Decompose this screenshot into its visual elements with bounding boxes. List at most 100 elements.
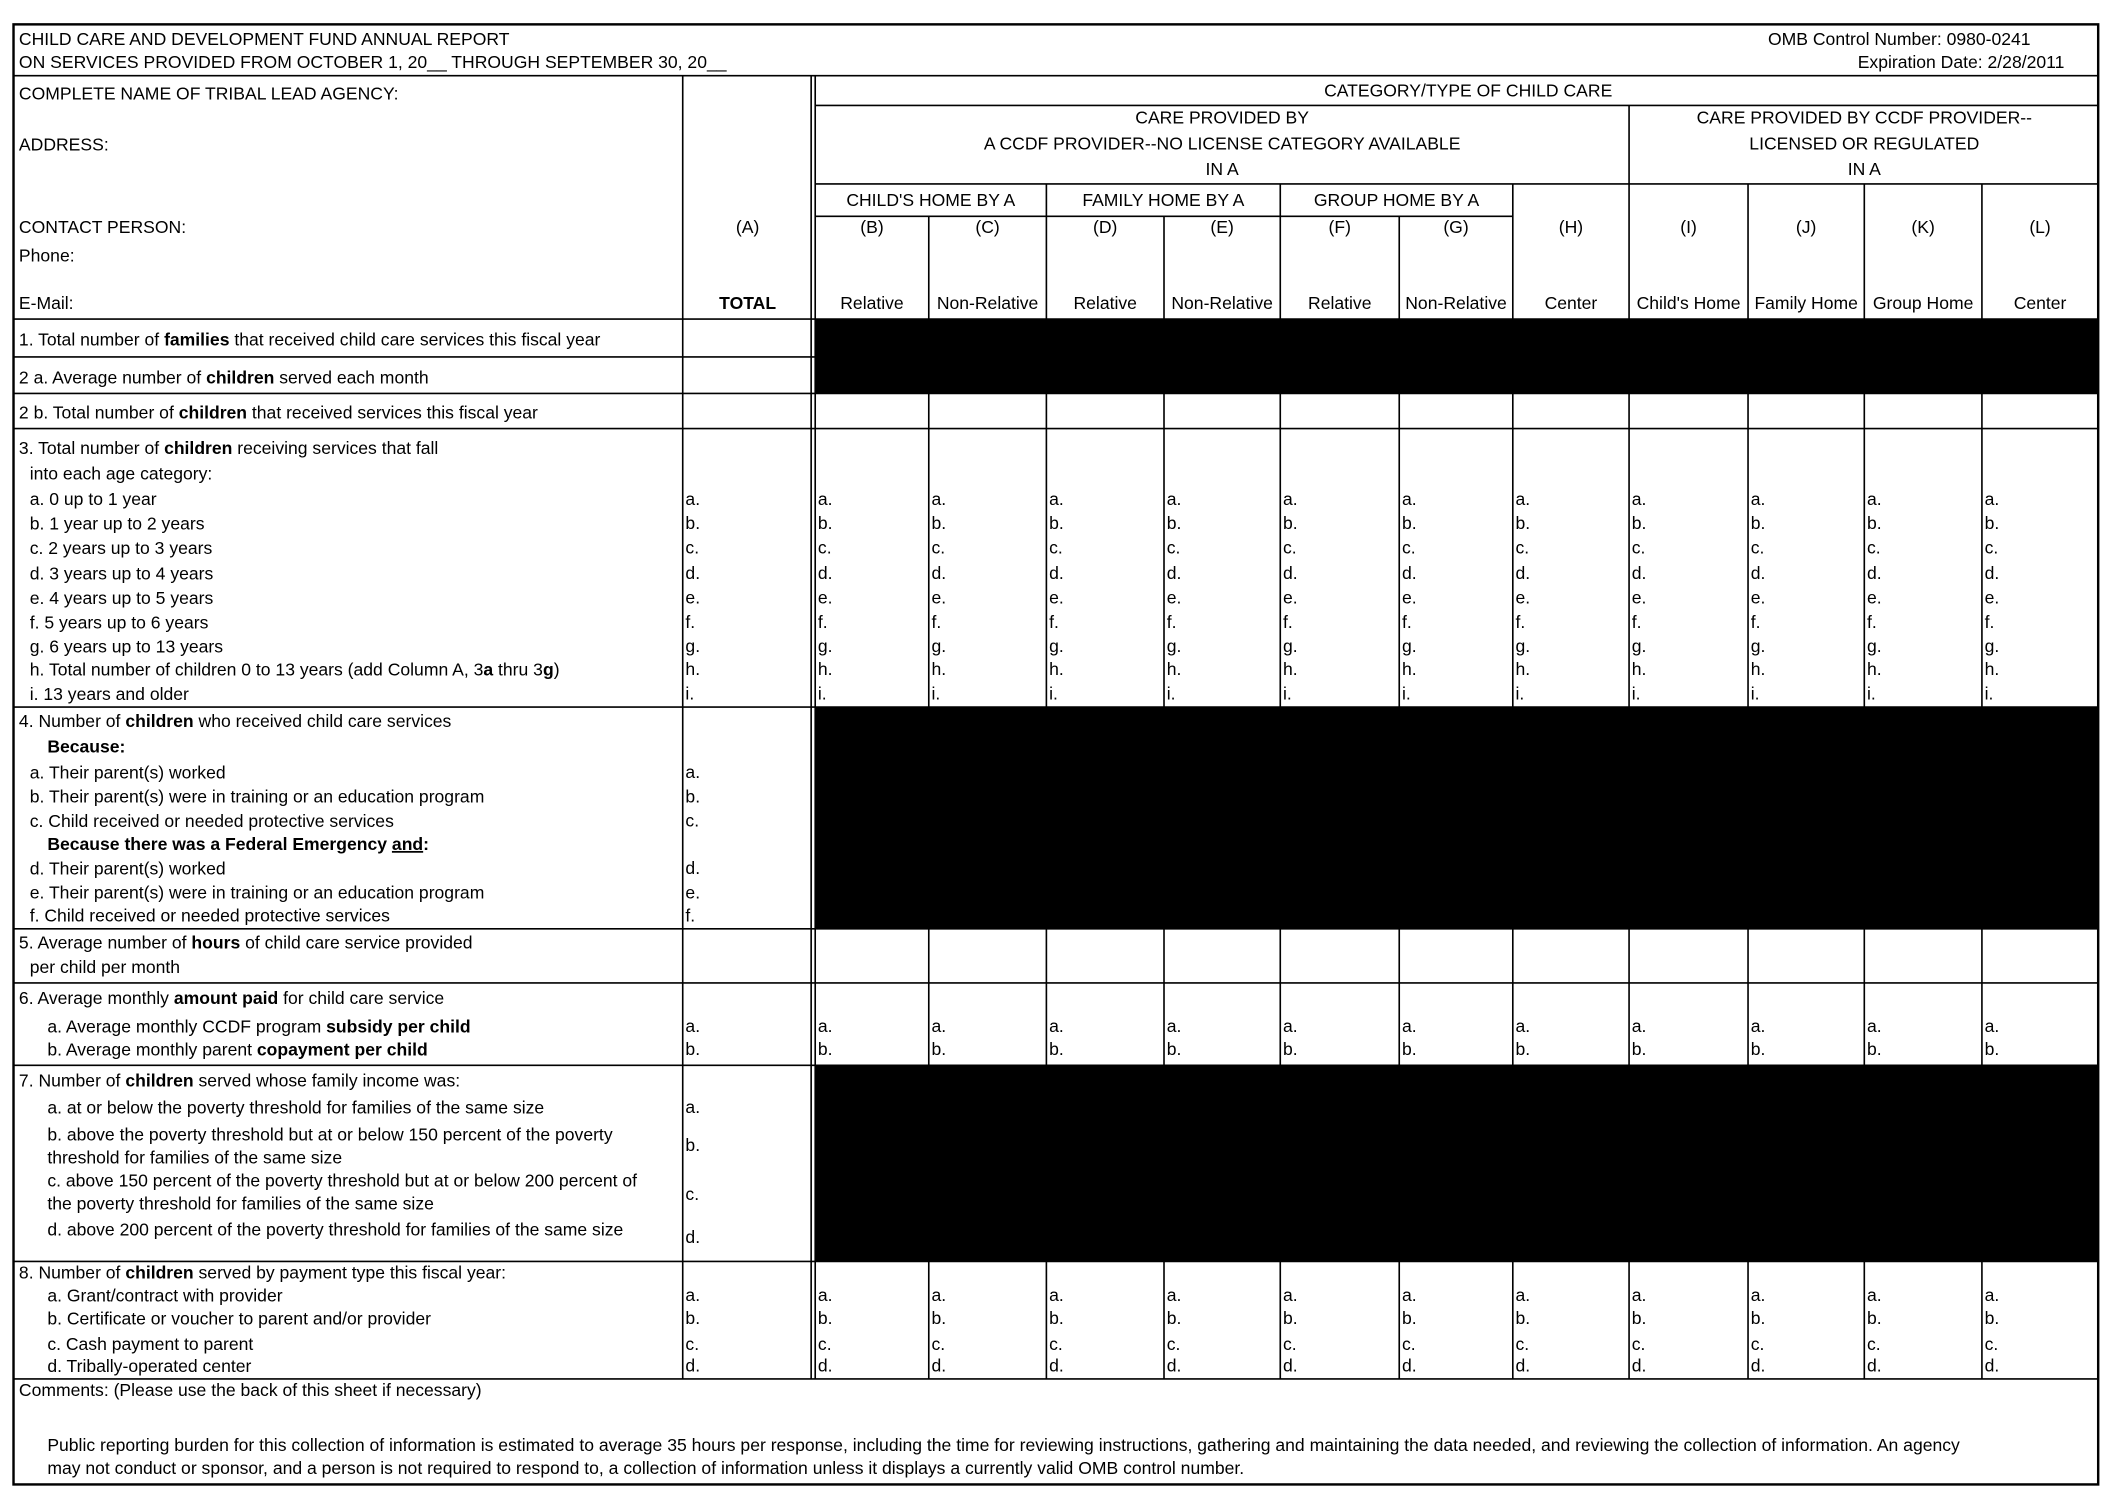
row-label: f. Child received or needed protective s…	[30, 905, 390, 925]
item-letter: c.	[1985, 538, 1999, 558]
item-letter: a.	[1402, 1285, 1417, 1305]
item-letter: c.	[1632, 1334, 1646, 1354]
item-letter: a.	[931, 1016, 946, 1036]
item-letter: f.	[685, 905, 695, 925]
label-text: f. Child received or needed protective s…	[30, 905, 390, 925]
row-label: a. at or below the poverty threshold for…	[47, 1097, 544, 1117]
shaded-block	[815, 319, 2099, 357]
label-text: amount paid	[174, 988, 278, 1008]
label-text: 8. Number of	[19, 1262, 125, 1282]
label-text: 2 a. Average number of	[19, 367, 206, 387]
item-letter: d.	[1049, 563, 1064, 583]
item-letter: b.	[1049, 1039, 1064, 1059]
column-code: (J)	[1796, 217, 1816, 237]
column-label: Relative	[1308, 293, 1371, 313]
item-letter: c.	[1049, 1334, 1063, 1354]
item-letter: b.	[685, 1308, 700, 1328]
label-text: children	[125, 1262, 193, 1282]
item-letter: g.	[1283, 636, 1298, 656]
item-letter: d.	[685, 563, 700, 583]
item-letter: c.	[685, 1334, 699, 1354]
item-letter: c.	[1283, 538, 1297, 558]
item-letter: a.	[818, 1016, 833, 1036]
row-label: 5. Average number of hours of child care…	[19, 932, 473, 952]
item-letter: b.	[1049, 513, 1064, 533]
item-letter: h.	[1167, 659, 1182, 679]
item-letter: d.	[1985, 1355, 2000, 1375]
item-letter: a.	[1283, 489, 1298, 509]
item-letter: h.	[1402, 659, 1417, 679]
label-text: f. 5 years up to 6 years	[30, 612, 209, 632]
row-label: Because:	[47, 736, 125, 756]
item-letter: a.	[685, 1097, 700, 1117]
subgroup-header: CHILD'S HOME BY A	[846, 190, 1015, 210]
item-letter: b.	[818, 1308, 833, 1328]
item-letter: a.	[1167, 1285, 1182, 1305]
column-code: (A)	[736, 217, 759, 237]
label-text: i. 13 years and older	[30, 684, 189, 704]
item-letter: a.	[1049, 489, 1064, 509]
label-text: children	[125, 711, 193, 731]
group-header: CARE PROVIDED BY CCDF PROVIDER--	[1697, 108, 2033, 128]
shaded-block	[815, 356, 2099, 394]
row-label: a. Grant/contract with provider	[47, 1285, 282, 1305]
item-letter: b.	[1751, 1039, 1766, 1059]
column-label: Center	[2014, 293, 2067, 313]
label-text: children	[164, 438, 232, 458]
column-code: (L)	[2029, 217, 2050, 237]
label-text: :	[423, 834, 429, 854]
column-label: Center	[1545, 293, 1598, 313]
column-code: (B)	[860, 217, 883, 237]
item-letter: f.	[1516, 612, 1526, 632]
label-text: that received child care services this f…	[229, 329, 600, 349]
item-letter: h.	[1516, 659, 1531, 679]
label-text: 2 b. Total number of	[19, 402, 179, 422]
row-label: e. Their parent(s) were in training or a…	[30, 882, 485, 902]
column-code: (F)	[1329, 217, 1351, 237]
agency-field: COMPLETE NAME OF TRIBAL LEAD AGENCY:	[19, 83, 399, 103]
label-text: thru 3	[493, 659, 543, 679]
row-label: c. Child received or needed protective s…	[30, 811, 394, 831]
row-label: 4. Number of children who received child…	[19, 711, 452, 731]
column-label: Relative	[840, 293, 903, 313]
item-letter: b.	[931, 1308, 946, 1328]
row-label: d. above 200 percent of the poverty thre…	[47, 1219, 623, 1239]
item-letter: c.	[1049, 538, 1063, 558]
subgroup-header: FAMILY HOME BY A	[1082, 190, 1244, 210]
item-letter: e.	[685, 882, 700, 902]
item-letter: d.	[1985, 563, 2000, 583]
item-letter: b.	[1632, 513, 1647, 533]
row-label: g. 6 years up to 13 years	[30, 636, 224, 656]
item-letter: c.	[1751, 1334, 1765, 1354]
item-letter: a.	[1632, 1285, 1647, 1305]
item-letter: c.	[1632, 538, 1646, 558]
label-text: a. at or below the poverty threshold for…	[47, 1097, 544, 1117]
item-letter: b.	[931, 1039, 946, 1059]
item-letter: a.	[685, 489, 700, 509]
burden-statement: Public reporting burden for this collect…	[47, 1435, 1960, 1455]
column-label: Family Home	[1754, 293, 1857, 313]
item-letter: c.	[1516, 1334, 1530, 1354]
item-letter: a.	[685, 762, 700, 782]
item-letter: h.	[1985, 659, 2000, 679]
label-text: 1. Total number of	[19, 329, 164, 349]
label-text: 4. Number of	[19, 711, 125, 731]
item-letter: a.	[1402, 1016, 1417, 1036]
item-letter: b.	[1283, 513, 1298, 533]
item-letter: a.	[1283, 1285, 1298, 1305]
row-label: b. above the poverty threshold but at or…	[47, 1124, 613, 1144]
label-text: hours	[191, 932, 240, 952]
label-text: 3. Total number of	[19, 438, 164, 458]
item-letter: i.	[1516, 684, 1525, 704]
item-letter: a.	[1985, 489, 2000, 509]
label-text: per child per month	[30, 957, 180, 977]
item-letter: b.	[1985, 1039, 2000, 1059]
label-text: b. Their parent(s) were in training or a…	[30, 786, 485, 806]
label-text: threshold for families of the same size	[47, 1147, 342, 1167]
label-text: served each month	[274, 367, 428, 387]
item-letter: a.	[1632, 1016, 1647, 1036]
item-letter: a.	[1632, 489, 1647, 509]
column-label: Relative	[1073, 293, 1136, 313]
label-text: g. 6 years up to 13 years	[30, 636, 224, 656]
